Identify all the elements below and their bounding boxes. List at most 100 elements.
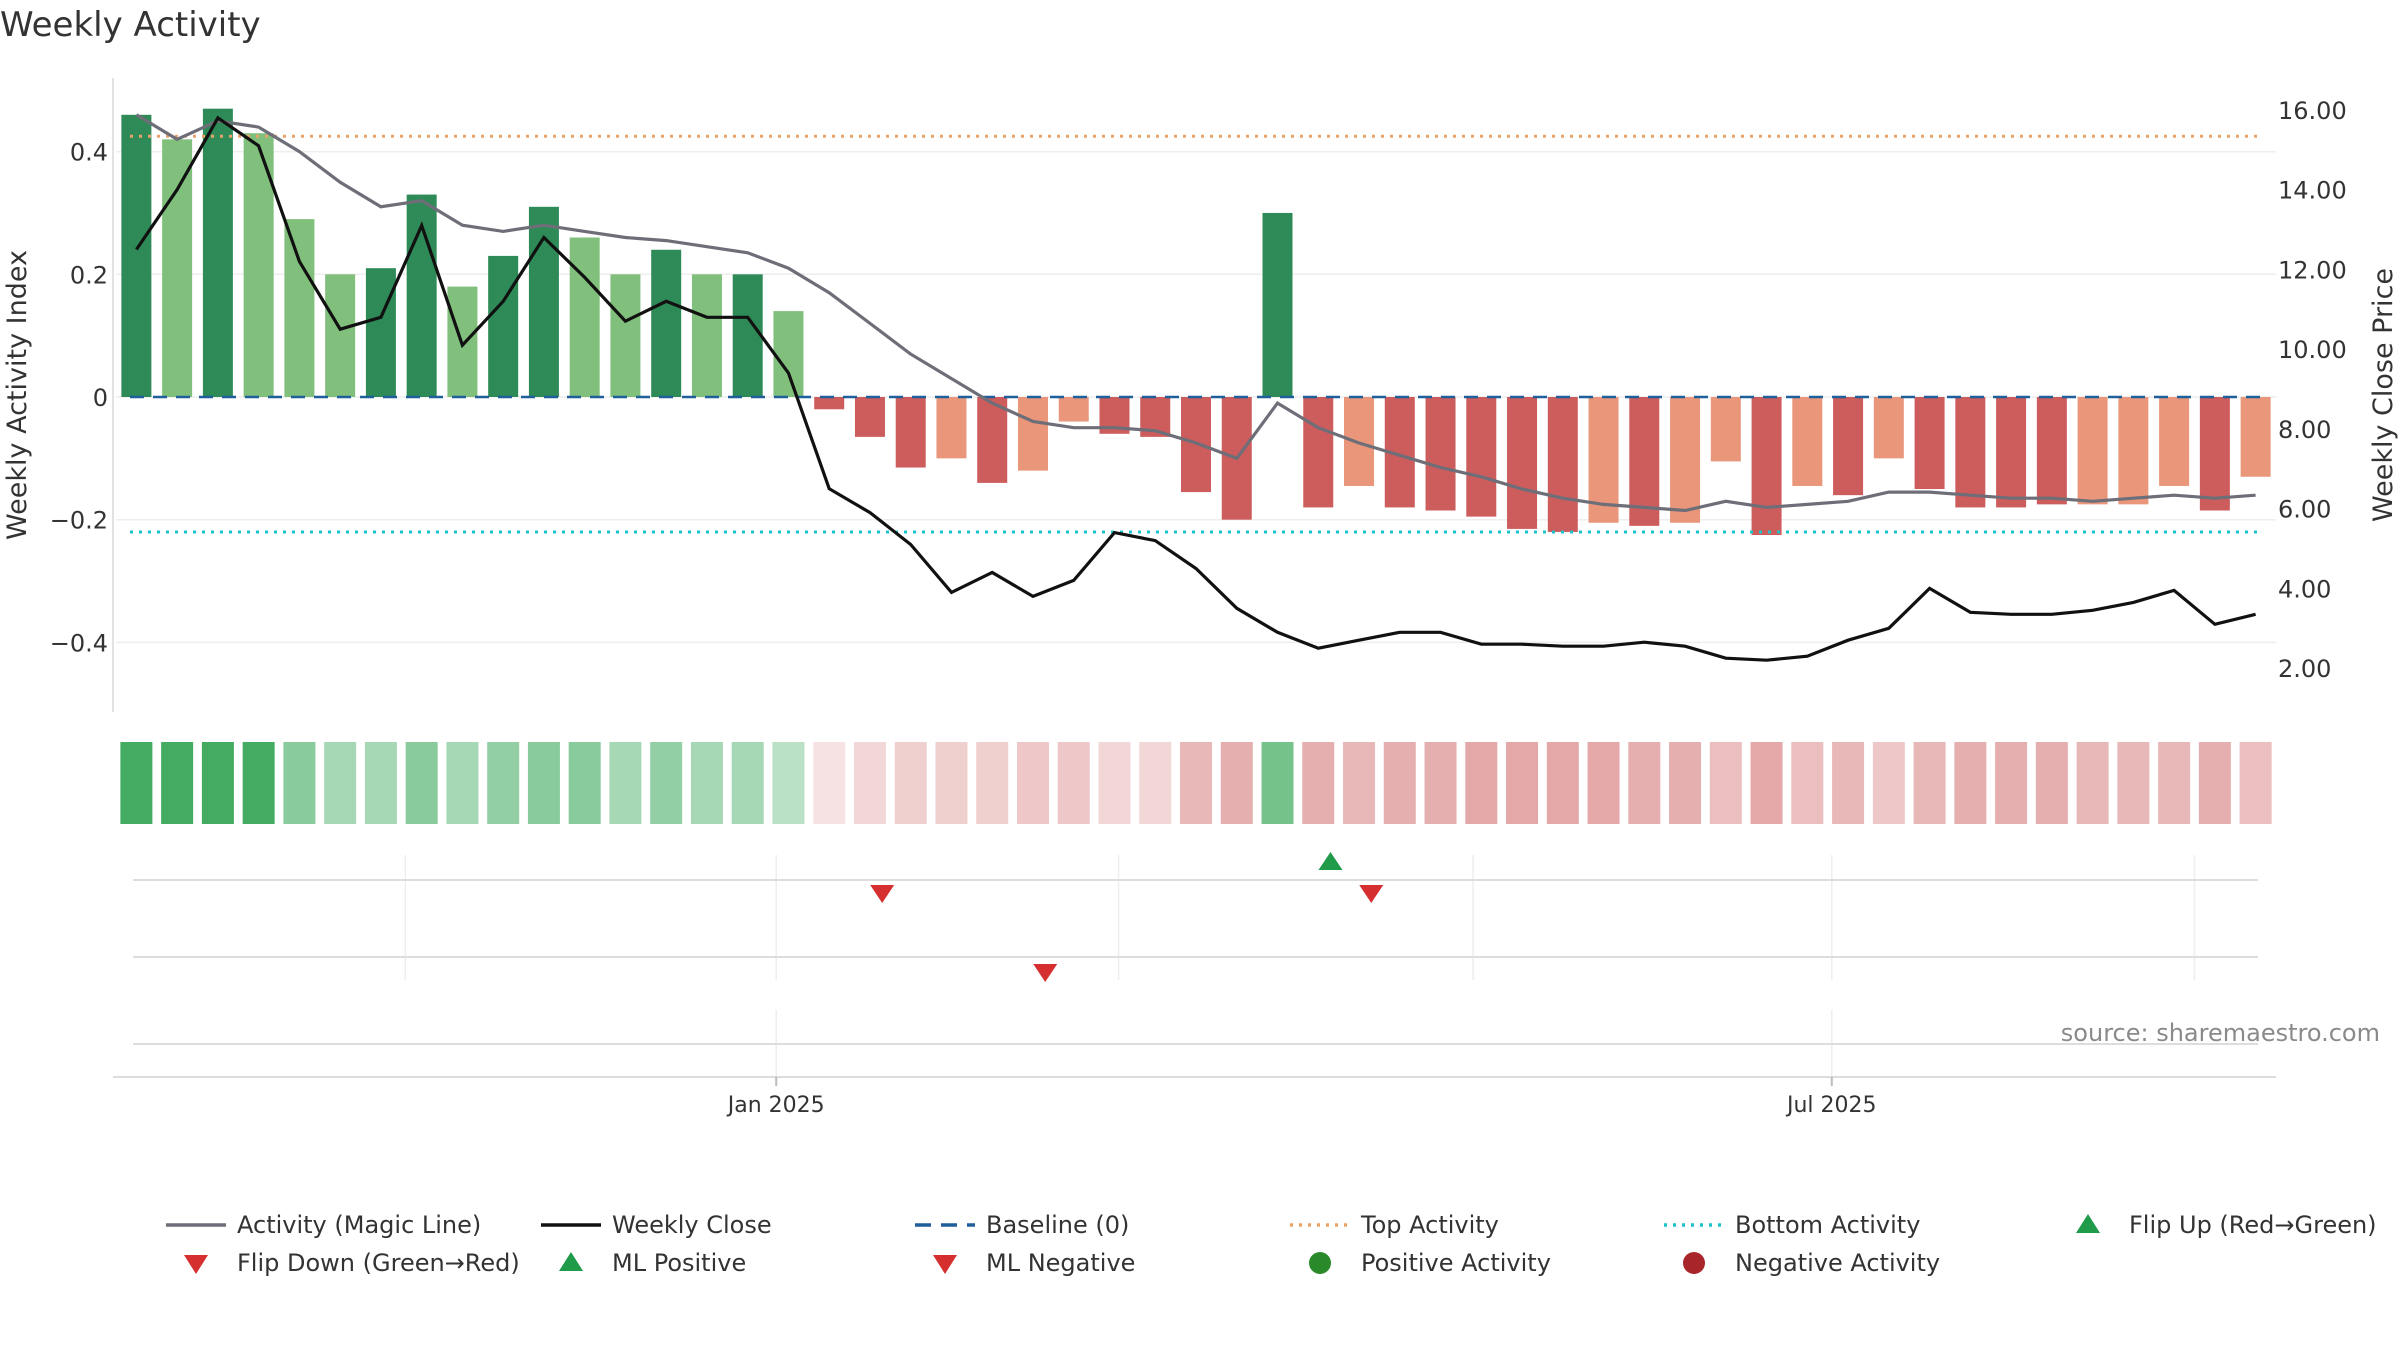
activity-bar: [1751, 397, 1782, 536]
activity-bar: [1792, 397, 1823, 486]
legend-label: Flip Up (Red→Green): [2129, 1211, 2377, 1239]
activity-bar: [569, 237, 600, 397]
heat-strip-cell: [1180, 742, 1212, 824]
activity-bar: [2240, 397, 2271, 477]
right-y-tick-label: 8.00: [2278, 416, 2331, 444]
legend-label: Positive Activity: [1361, 1249, 1551, 1277]
heat-strip-cell: [242, 742, 275, 824]
activity-bar: [1670, 397, 1701, 523]
left-y-axis-label: Weekly Activity Index: [2, 250, 33, 540]
activity-bar: [977, 397, 1008, 483]
activity-bar: [2118, 397, 2149, 505]
y-tick-label: 0.4: [70, 139, 108, 167]
chart-title: Weekly Activity: [0, 5, 261, 45]
activity-bar: [284, 219, 315, 397]
right-y-tick-label: 10.00: [2278, 336, 2347, 364]
weekly-close-line: [135, 115, 2256, 662]
activity-bar: [1425, 397, 1456, 511]
heat-strip-cell: [1302, 742, 1335, 824]
activity-bar: [691, 274, 722, 397]
source-label: source: sharemaestro.com: [2061, 1019, 2380, 1047]
activity-bar: [610, 274, 641, 397]
activity-heat-strip: [120, 742, 2272, 824]
magic-line: [135, 113, 2256, 513]
activity-bar: [1955, 397, 1986, 508]
right-y-axis-label: Weekly Close Price: [2368, 268, 2399, 522]
heat-strip-cell: [1139, 742, 1172, 824]
heat-strip-cell: [894, 742, 927, 824]
activity-bar: [162, 139, 193, 397]
legend-label: Activity (Magic Line): [237, 1211, 481, 1239]
heat-strip-cell: [853, 742, 886, 824]
x-tick-label: Jan 2025: [726, 1093, 825, 1118]
heat-strip-cell: [405, 742, 438, 824]
legend: Activity (Magic Line) Weekly Close Baselin…: [166, 1211, 2377, 1277]
legend-swatch: [1309, 1252, 1331, 1274]
event-rows: [133, 852, 2258, 1078]
activity-bar: [854, 397, 885, 437]
activity-bar: [121, 114, 152, 398]
heat-strip-cell: [1669, 742, 1702, 824]
legend-swatch: [184, 1255, 208, 1274]
heat-strip-cell: [1383, 742, 1416, 824]
flip-up-marker: [1318, 852, 1343, 870]
activity-bar: [1547, 397, 1578, 532]
heat-strip-cell: [2117, 742, 2150, 824]
heat-strip-cell: [161, 742, 194, 824]
activity-bar: [202, 108, 233, 397]
legend-label: Top Activity: [1360, 1211, 1499, 1239]
activity-bar: [2159, 397, 2190, 486]
heat-strip-cell: [1995, 742, 2028, 824]
y-tick-label: 0.2: [70, 261, 108, 289]
heat-strip-cell: [1343, 742, 1376, 824]
gridlines: [112, 78, 2276, 712]
activity-bar: [1303, 397, 1334, 508]
legend-label: Bottom Activity: [1735, 1211, 1920, 1239]
right-y-axis: 16.00 14.00 12.00 10.00 8.00 6.00 4.00 2.00: [2278, 97, 2347, 683]
activity-bars: [121, 108, 2271, 536]
activity-bar: [1017, 397, 1048, 471]
heat-strip-cell: [2198, 742, 2231, 824]
x-axis: Jan 2025 Jul 2025: [113, 1076, 2276, 1118]
heat-strip-cell: [1709, 742, 1742, 824]
activity-bar: [1262, 212, 1293, 397]
right-y-tick-label: 2.00: [2278, 655, 2331, 683]
right-y-tick-label: 6.00: [2278, 496, 2331, 524]
heat-strip-cell: [2239, 742, 2272, 824]
heat-strip-cell: [1220, 742, 1253, 824]
activity-bar: [814, 397, 845, 410]
heat-strip-cell: [1791, 742, 1824, 824]
activity-bar: [773, 311, 804, 397]
activity-bar: [936, 397, 967, 459]
heat-strip-cell: [1098, 742, 1131, 824]
left-y-axis: 0.4 0.2 0 −0.2 −0.4: [50, 139, 108, 658]
heat-strip-cell: [527, 742, 560, 824]
activity-bar: [1466, 397, 1497, 517]
heat-strip-cell: [201, 742, 234, 824]
legend-swatch: [559, 1252, 583, 1271]
heat-strip-cell: [1465, 742, 1498, 824]
heat-strip-cell: [2076, 742, 2109, 824]
heat-strip-cell: [1506, 742, 1539, 824]
heat-strip-cell: [772, 742, 805, 824]
heat-strip-cell: [324, 742, 357, 824]
legend-label: Negative Activity: [1735, 1249, 1940, 1277]
right-y-tick-label: 4.00: [2278, 575, 2331, 603]
heat-strip-cell: [283, 742, 316, 824]
series-lines: [135, 113, 2256, 662]
y-tick-label: 0: [93, 384, 108, 412]
legend-label: ML Negative: [986, 1249, 1135, 1277]
activity-bar: [732, 274, 763, 397]
activity-bar: [1914, 397, 1945, 490]
heat-strip-cell: [1628, 742, 1661, 824]
heat-strip-cell: [935, 742, 968, 824]
activity-bar: [1507, 397, 1538, 529]
heat-strip-cell: [1913, 742, 1946, 824]
heat-strip-cell: [487, 742, 520, 824]
heat-strip-cell: [1261, 742, 1294, 824]
heat-strip-cell: [446, 742, 479, 824]
right-y-tick-label: 12.00: [2278, 256, 2347, 284]
legend-swatch: [933, 1255, 957, 1274]
activity-bar: [1996, 397, 2027, 508]
